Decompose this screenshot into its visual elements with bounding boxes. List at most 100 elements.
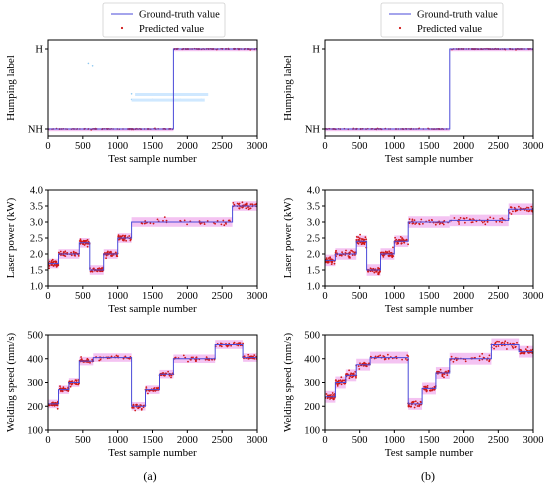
- predicted-point: [51, 258, 54, 261]
- x-tick-label: 1000: [384, 291, 405, 302]
- predicted-point: [439, 368, 442, 371]
- predicted-point: [433, 388, 436, 391]
- predicted-point: [387, 254, 390, 257]
- predicted-point: [245, 202, 248, 205]
- predicted-point: [365, 365, 368, 367]
- x-tick-label: 500: [75, 435, 91, 446]
- predicted-point: [91, 358, 94, 361]
- panel-label-b: (b): [421, 469, 435, 483]
- predicted-point: [501, 221, 503, 224]
- predicted-point: [56, 407, 59, 410]
- predicted-point: [478, 359, 481, 362]
- predicted-point: [354, 371, 357, 373]
- predicted-point: [155, 387, 158, 389]
- plot-area: [325, 203, 533, 276]
- predicted-point: [192, 356, 194, 359]
- predicted-point: [411, 218, 414, 221]
- predicted-point: [335, 249, 337, 252]
- predicted-point: [343, 382, 346, 385]
- predicted-point: [357, 365, 360, 367]
- predicted-point: [498, 220, 501, 223]
- legend-pred-label: Predicted value: [417, 24, 482, 35]
- predicted-point: [107, 250, 109, 253]
- predicted-point: [145, 386, 148, 388]
- predicted-point: [329, 398, 331, 400]
- predicted-point: [513, 206, 516, 209]
- predicted-point: [344, 254, 347, 256]
- predicted-point: [358, 238, 361, 240]
- predicted-point: [341, 251, 343, 254]
- x-tick-label: 3000: [523, 435, 544, 446]
- predicted-point: [174, 356, 177, 359]
- subplot-b-1: 0 500 1000 1500 2000 2500 3000 1.0 1.5 2.0 2.5 3.0 3…: [282, 186, 544, 316]
- predicted-point: [206, 220, 209, 222]
- predicted-point: [495, 345, 498, 348]
- predicted-point: [379, 354, 382, 357]
- predicted-point: [412, 401, 414, 404]
- predicted-point: [165, 219, 168, 222]
- y-tick-label: 100: [304, 426, 320, 437]
- y-axis-label: Humping label: [5, 55, 17, 121]
- predicted-point: [465, 217, 468, 219]
- plot-area: [48, 340, 257, 412]
- predicted-point: [184, 356, 187, 359]
- predicted-point: [365, 238, 368, 241]
- x-tick-label: 2000: [177, 291, 198, 302]
- predicted-point: [117, 235, 120, 238]
- y-axis-label: Welding speed (mm/s): [282, 333, 294, 433]
- y-tick-label: 400: [27, 354, 43, 365]
- x-tick-label: 1000: [384, 435, 405, 446]
- predicted-point: [424, 385, 427, 388]
- predicted-point: [167, 370, 170, 373]
- x-tick-label: 2500: [212, 291, 233, 302]
- predicted-point: [62, 254, 65, 257]
- predicted-point: [441, 375, 444, 377]
- predicted-point: [498, 340, 500, 343]
- predicted-point: [251, 203, 254, 206]
- y-tick-label: 300: [27, 378, 43, 389]
- y-tick-label: 1.5: [30, 266, 43, 277]
- predicted-point: [249, 207, 252, 210]
- y-tick-label: 500: [304, 331, 320, 342]
- predicted-point: [110, 355, 113, 358]
- x-tick-label: 0: [45, 291, 50, 302]
- predicted-point: [520, 352, 523, 354]
- subplot-b-0: 0 500 1000 1500 2000 2500 3000 NH H Test sample n…: [282, 2, 544, 165]
- predicted-point: [404, 358, 407, 360]
- predicted-point: [375, 271, 377, 273]
- predicted-point: [122, 234, 124, 237]
- predicted-point: [187, 360, 189, 363]
- predicted-point: [243, 355, 246, 358]
- predicted-point: [395, 238, 398, 241]
- predicted-point: [352, 251, 354, 253]
- predicted-point: [334, 379, 337, 381]
- y-axis-label: Humping label: [282, 55, 294, 121]
- predicted-point: [531, 209, 533, 212]
- ground-truth-line: [325, 344, 533, 405]
- predicted-point: [433, 385, 436, 388]
- x-axis-label: Test sample number: [108, 447, 197, 459]
- predicted-point: [363, 243, 366, 246]
- x-tick-label: 0: [322, 141, 327, 152]
- predicted-point: [442, 223, 445, 226]
- predicted-point: [378, 272, 380, 275]
- predicted-point: [527, 351, 530, 354]
- predicted-point: [354, 254, 356, 256]
- panel-label-a: (a): [143, 469, 156, 483]
- x-tick-label: 1000: [384, 141, 405, 152]
- y-tick-label: NH: [305, 125, 321, 136]
- predicted-point: [355, 239, 358, 241]
- predicted-point: [195, 360, 197, 363]
- predicted-point: [450, 355, 453, 358]
- predicted-point: [77, 383, 80, 386]
- predicted-point: [348, 255, 351, 258]
- x-tick-label: 1500: [142, 291, 163, 302]
- predicted-point: [503, 342, 506, 345]
- legend-frame: [380, 2, 504, 38]
- predicted-point: [123, 238, 125, 241]
- x-tick-label: 500: [75, 141, 91, 152]
- y-tick-label: H: [312, 45, 320, 56]
- predicted-point: [399, 236, 402, 238]
- plot-area: [325, 47, 533, 132]
- predicted-point: [124, 234, 127, 237]
